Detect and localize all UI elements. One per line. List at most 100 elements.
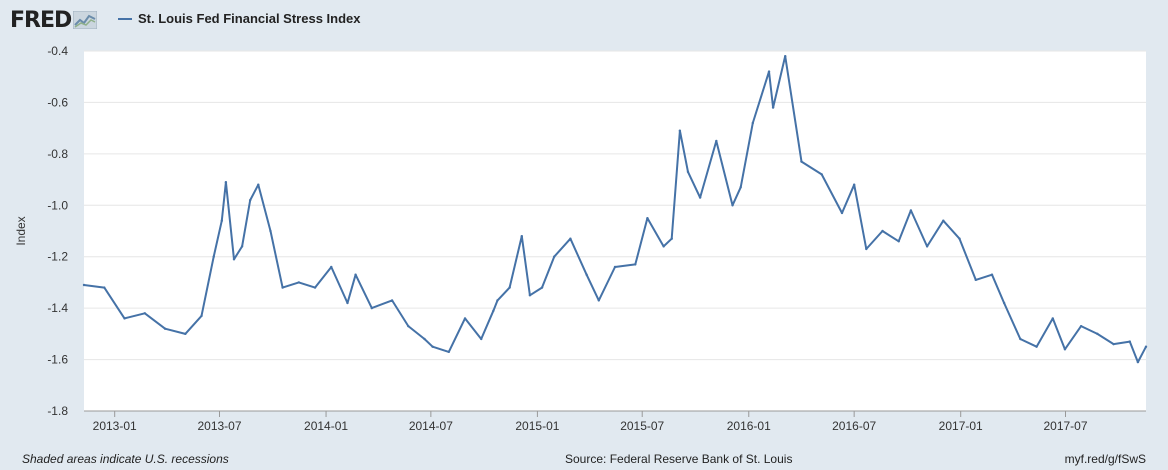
data-point xyxy=(143,312,147,315)
data-point xyxy=(103,286,106,289)
data-point xyxy=(634,263,637,266)
data-point xyxy=(184,332,187,336)
x-tick-label: 2016-07 xyxy=(832,419,876,433)
data-point xyxy=(678,129,682,132)
legend-series-label: St. Louis Fed Financial Stress Index xyxy=(138,11,361,26)
data-point xyxy=(281,286,284,289)
data-point xyxy=(163,327,167,330)
data-point xyxy=(496,299,499,302)
data-point xyxy=(715,139,718,143)
data-point xyxy=(958,237,961,240)
data-point xyxy=(865,247,868,251)
data-point xyxy=(1144,345,1148,348)
data-point xyxy=(447,350,451,354)
x-tick-label: 2016-01 xyxy=(727,419,771,433)
data-point xyxy=(840,211,844,215)
data-point xyxy=(552,255,556,258)
y-axis-label: Index xyxy=(14,216,28,245)
data-point xyxy=(407,324,410,328)
data-point xyxy=(232,258,236,261)
fred-logo-text: FRED xyxy=(10,7,72,33)
y-tick-label: -0.6 xyxy=(47,95,68,109)
series-line xyxy=(83,55,1147,364)
data-point xyxy=(585,273,588,276)
data-point xyxy=(897,240,900,243)
data-point xyxy=(767,70,771,73)
data-point xyxy=(248,198,252,202)
chart-header: FRED St. Louis Fed Financial Stress Inde… xyxy=(0,0,1168,40)
data-point xyxy=(1035,345,1038,348)
data-point xyxy=(909,209,913,212)
y-tick-label: -1.6 xyxy=(47,353,68,367)
data-point xyxy=(200,314,203,318)
data-point xyxy=(528,294,532,297)
data-point xyxy=(313,286,317,289)
data-point xyxy=(686,170,690,174)
data-point xyxy=(925,245,929,248)
data-point xyxy=(346,301,349,305)
data-point xyxy=(240,245,244,248)
legend-line-swatch xyxy=(118,17,132,20)
data-point xyxy=(569,237,572,240)
data-point xyxy=(670,237,673,240)
data-point xyxy=(257,183,260,186)
data-point xyxy=(784,54,787,58)
data-point xyxy=(540,286,544,289)
data-point xyxy=(1002,301,1006,305)
y-tick-label: -1.0 xyxy=(47,198,68,212)
data-point xyxy=(390,299,394,302)
x-tick-label: 2017-01 xyxy=(939,419,983,433)
data-point xyxy=(224,180,228,184)
data-point xyxy=(520,234,523,238)
data-point xyxy=(212,255,215,258)
data-point xyxy=(881,229,884,233)
data-point xyxy=(698,196,702,199)
data-point xyxy=(508,286,511,289)
fred-graph-icon xyxy=(73,11,98,29)
data-point xyxy=(942,219,945,222)
data-point xyxy=(974,278,977,282)
data-point xyxy=(463,317,467,320)
short-url-link[interactable]: myf.red/g/fSwS xyxy=(1064,452,1146,466)
data-point xyxy=(269,229,272,233)
data-point xyxy=(1112,342,1115,346)
data-point xyxy=(82,283,86,287)
x-tick-label: 2017-07 xyxy=(1043,419,1087,433)
y-tick-label: -0.4 xyxy=(47,44,68,58)
x-tick-label: 2013-01 xyxy=(93,419,137,433)
data-point xyxy=(431,345,434,348)
fred-logo[interactable]: FRED xyxy=(10,7,98,33)
data-point xyxy=(330,265,333,269)
y-tick-label: -1.8 xyxy=(47,404,68,418)
y-tick-label: -0.8 xyxy=(47,147,68,161)
data-point xyxy=(1079,324,1083,328)
data-point xyxy=(354,273,357,276)
data-point xyxy=(990,273,994,276)
data-point xyxy=(123,317,126,320)
x-tick-label: 2014-07 xyxy=(409,419,453,433)
data-point xyxy=(1051,317,1054,320)
x-tick-label: 2014-01 xyxy=(304,419,348,433)
data-point xyxy=(613,265,617,269)
data-point xyxy=(1063,348,1067,351)
data-point xyxy=(480,337,483,341)
x-tick-label: 2015-07 xyxy=(620,419,664,433)
data-point xyxy=(492,309,495,312)
recession-note: Shaded areas indicate U.S. recessions xyxy=(22,452,229,466)
y-tick-label: -1.2 xyxy=(47,250,68,264)
data-point xyxy=(1096,332,1099,336)
source-note: Source: Federal Reserve Bank of St. Loui… xyxy=(565,452,793,466)
data-point xyxy=(297,281,301,284)
data-point xyxy=(1128,340,1131,343)
data-point xyxy=(597,299,600,302)
data-point xyxy=(1136,360,1140,364)
data-point xyxy=(220,219,224,222)
data-point xyxy=(751,121,755,125)
data-point xyxy=(370,306,373,310)
data-point xyxy=(662,245,665,248)
x-tick-label: 2013-07 xyxy=(197,419,241,433)
chart-legend[interactable]: St. Louis Fed Financial Stress Index xyxy=(118,11,361,26)
data-point xyxy=(800,160,803,163)
x-tick-label: 2015-01 xyxy=(515,419,559,433)
